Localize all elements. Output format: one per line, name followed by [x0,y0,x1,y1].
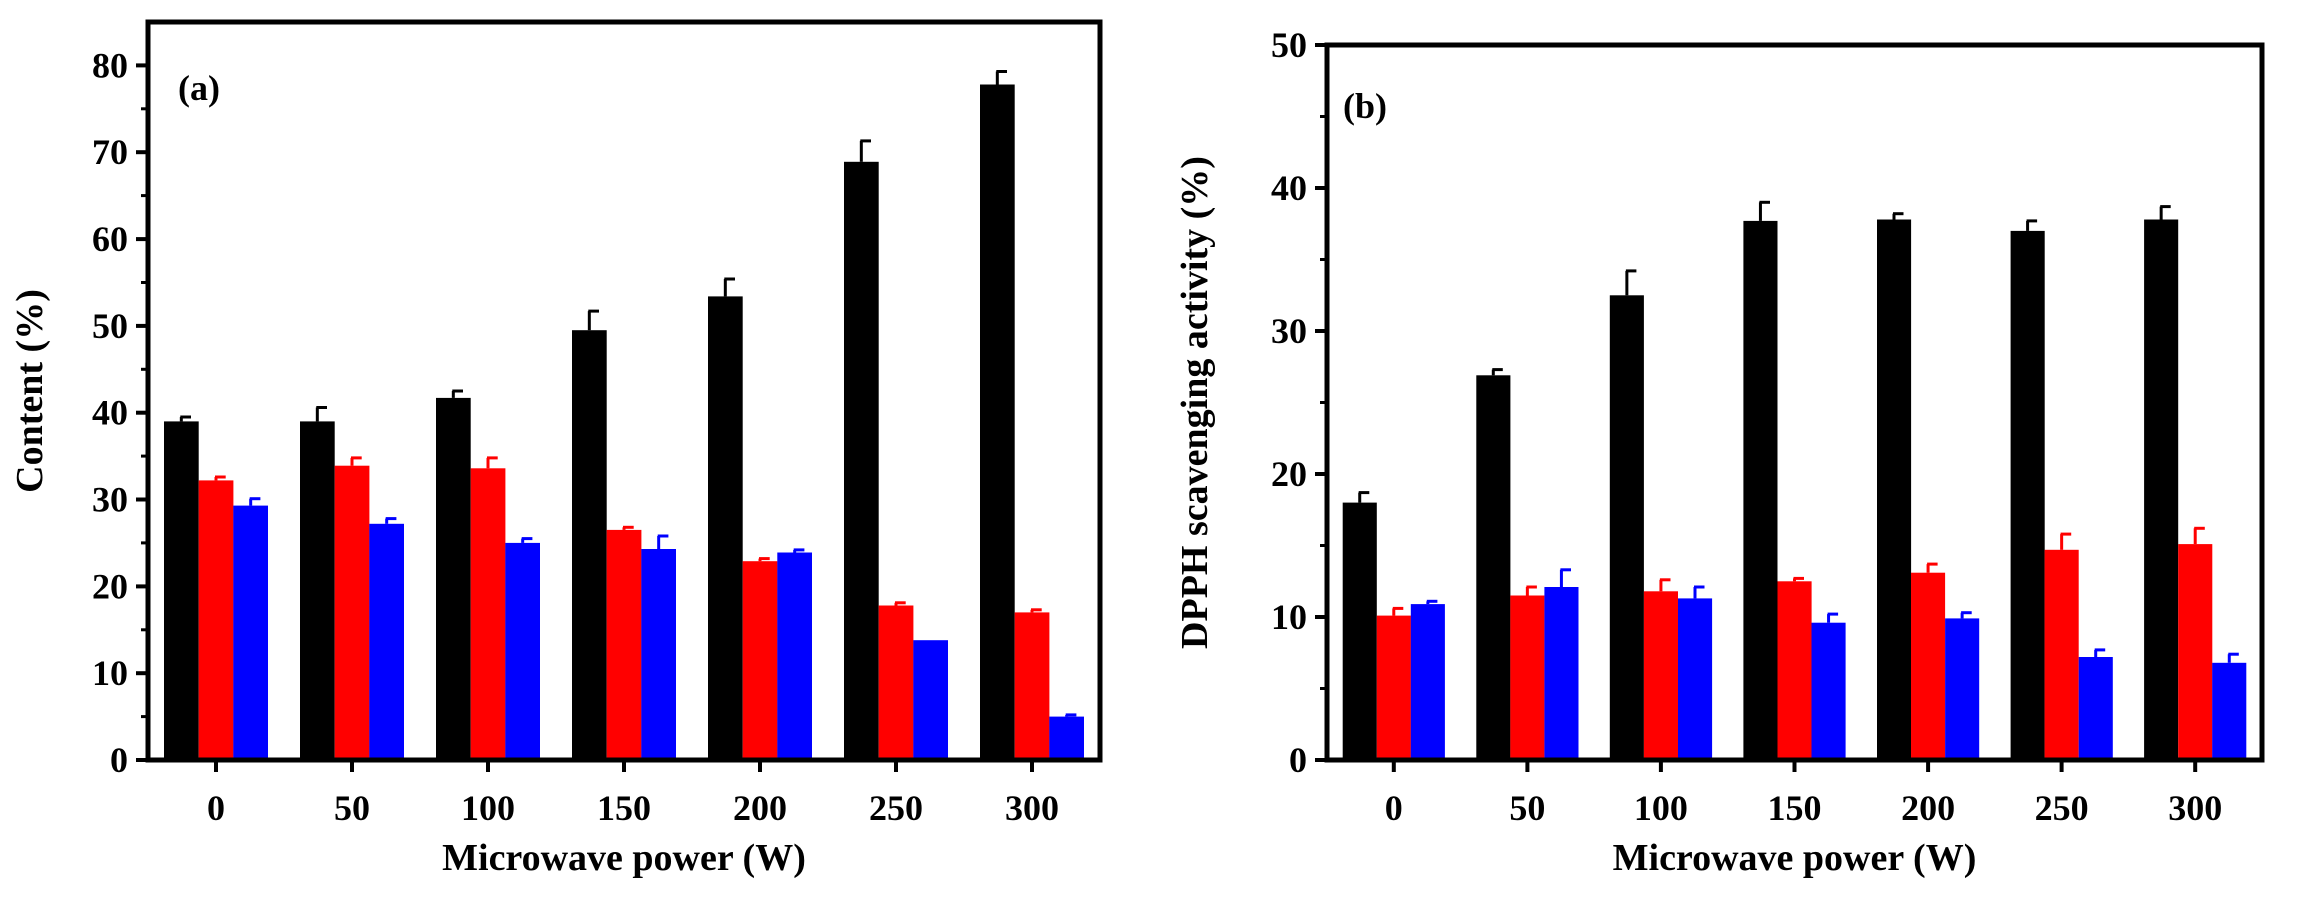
y-tick-label: 30 [1271,311,1307,351]
bar [572,330,607,760]
bar [2144,219,2179,760]
bar [708,296,743,760]
bar [1014,612,1050,760]
bar [641,549,676,760]
x-tick-label: 250 [2035,788,2089,828]
bar [1376,615,1411,760]
y-tick-label: 80 [92,45,128,85]
bar [2078,657,2113,760]
bar [1410,604,1445,760]
bar [369,523,404,760]
x-tick-label: 200 [1901,788,1955,828]
y-tick-label: 20 [1271,454,1307,494]
bar [198,480,234,760]
bar [980,84,1015,760]
bar [2010,230,2045,760]
y-tick-label: 30 [92,480,128,520]
x-tick-label: 0 [207,788,225,828]
bar [300,421,335,760]
bar [164,421,199,760]
y-tick-label: 20 [92,566,128,606]
bar [1877,219,1912,760]
bar [1609,295,1644,761]
panel-label: (a) [178,68,220,108]
y-tick-label: 50 [1271,25,1307,65]
bar [1743,220,1778,760]
bar [2178,544,2213,760]
x-axis-title: Microwave power (W) [1613,837,1977,879]
bar [777,552,812,760]
y-tick-label: 10 [92,653,128,693]
x-tick-label: 150 [597,788,651,828]
y-tick-label: 0 [1289,740,1307,780]
chart-panel-b: 0 10 20 30 40 50 0 50 100 150 200 250 300 Microwave p… [1174,25,2265,879]
y-tick-label: 70 [92,132,128,172]
bar [1678,598,1713,760]
y-tick-label: 60 [92,219,128,259]
y-tick-label: 40 [1271,168,1307,208]
x-tick-label: 300 [2168,788,2222,828]
x-axis-title: Microwave power (W) [442,837,806,879]
y-tick-label: 10 [1271,597,1307,637]
bar [2044,549,2079,760]
bar [233,505,268,760]
bar [505,542,540,760]
bar [470,468,506,760]
bar [334,465,370,760]
bar [606,529,642,760]
chart-panel-a: 0 10 20 30 40 50 60 70 80 0 50 100 150 200 250 300 Micro… [9,19,1103,879]
bar [742,561,778,760]
x-tick-label: 250 [869,788,923,828]
y-axis-title: DPPH scavenging activity (%) [1174,156,1216,649]
x-tick-label: 200 [733,788,787,828]
y-tick-label: 0 [110,740,128,780]
bar [1945,618,1980,760]
bar [1544,587,1579,760]
x-tick-label: 100 [461,788,515,828]
x-tick-label: 100 [1634,788,1688,828]
panel-label: (b) [1343,86,1387,126]
bar [1911,572,1946,760]
bar [913,640,948,760]
bar [436,397,471,760]
x-tick-label: 50 [334,788,370,828]
x-tick-label: 300 [1005,788,1059,828]
x-tick-label: 150 [1768,788,1822,828]
bar [1777,581,1812,761]
bar [2212,662,2247,760]
y-tick-label: 40 [92,393,128,433]
bar [1476,375,1511,760]
bar [1643,591,1678,760]
x-tick-label: 0 [1385,788,1403,828]
bar [878,605,914,760]
bar [1510,595,1545,760]
bar [1342,502,1377,760]
bar [844,161,879,761]
y-axis-title: Content (%) [9,289,51,493]
bar [1049,716,1084,760]
bar [1811,622,1846,760]
y-tick-label: 50 [92,306,128,346]
x-tick-label: 50 [1509,788,1545,828]
